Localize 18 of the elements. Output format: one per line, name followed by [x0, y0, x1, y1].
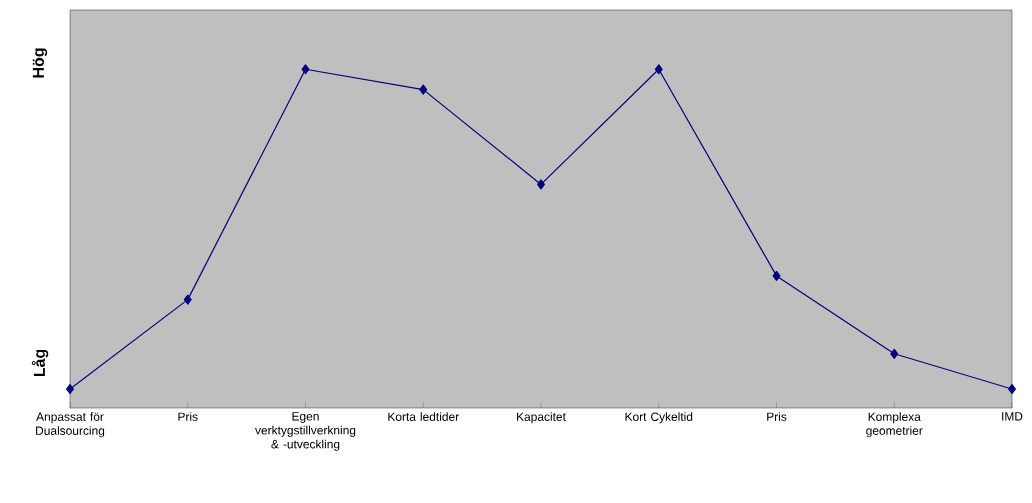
x-tick-label: Egen verktygstillverkning & -utveckling	[255, 412, 356, 451]
point	[537, 179, 545, 190]
x-tick-label: Komplexa geometrier	[866, 412, 923, 438]
point	[654, 64, 663, 75]
point	[301, 64, 310, 75]
x-tick-label: Pris	[178, 412, 198, 421]
point	[772, 270, 781, 281]
x-tick-label: Pris	[767, 412, 787, 421]
text: Låg	[31, 349, 49, 377]
point	[890, 348, 899, 359]
point	[419, 84, 428, 95]
x-tick-label: Kort Cykeltid	[625, 412, 693, 424]
x-tick-label: Kapacitet	[517, 412, 566, 424]
x-tick-label: IMD	[1002, 412, 1023, 421]
x-tick-label: Korta ledtider	[388, 412, 459, 421]
x-tick-label: Anpassat för Dualsourcing	[36, 412, 105, 438]
text: Hög	[32, 48, 48, 78]
point	[183, 294, 192, 305]
